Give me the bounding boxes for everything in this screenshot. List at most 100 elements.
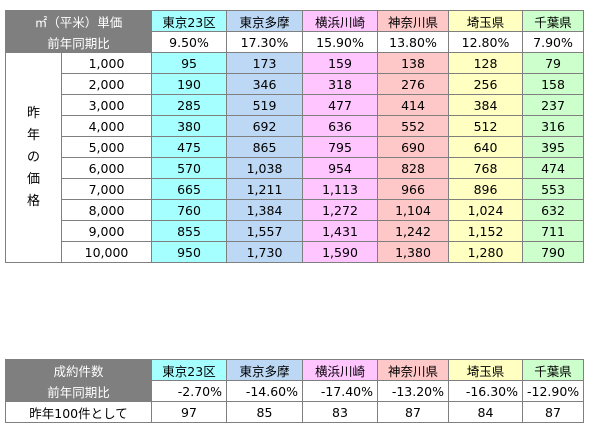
- table-row: 昨年の価格 1,000 95 173 159 138 128 79: [5, 52, 585, 263]
- price-cell: 1,104: [377, 199, 450, 221]
- deals-cell: 97: [151, 401, 227, 423]
- yoy-cell: -16.30%: [448, 380, 523, 402]
- deals-yoy-row: 前年同期比 -2.70% -14.60% -17.40% -13.20% -16.30% -…: [5, 380, 584, 402]
- deals-cell: 85: [226, 401, 303, 423]
- deals-cell: 87: [377, 401, 449, 423]
- base-price-cell: 3,000: [60, 94, 153, 116]
- column-header: 東京23区: [151, 359, 227, 381]
- price-cell: 346: [226, 73, 304, 95]
- price-cell: 173: [226, 52, 304, 74]
- table-row: 3,000 285 519 477 414 384 237: [6, 94, 585, 116]
- table-row: 4,000 380 692 636 552 512 316: [6, 115, 585, 137]
- price-cell: 954: [302, 157, 379, 179]
- yoy-cell: -12.90%: [522, 380, 584, 402]
- yoy-cell: -14.60%: [226, 380, 303, 402]
- price-cell: 1,431: [302, 220, 379, 242]
- price-cell: 855: [151, 220, 228, 242]
- price-cell: 1,211: [226, 178, 304, 200]
- deals-header-label: 成約件数: [5, 359, 152, 381]
- column-header: 横浜川崎: [302, 359, 378, 381]
- side-label: 昨年の価格: [5, 52, 62, 263]
- base-price-cell: 7,000: [60, 178, 153, 200]
- base-price-cell: 1,000: [60, 52, 153, 74]
- column-header: 埼玉県: [448, 359, 523, 381]
- yoy-cell: -13.20%: [377, 380, 449, 402]
- price-cell: 159: [302, 52, 379, 74]
- column-header: 埼玉県: [448, 10, 524, 32]
- yoy-cell: 15.90%: [302, 31, 379, 53]
- price-cell: 950: [151, 241, 228, 263]
- base-price-cell: 5,000: [60, 136, 153, 158]
- column-header: 東京多摩: [226, 10, 304, 32]
- yoy-cell: -2.70%: [151, 380, 227, 402]
- price-cell: 190: [151, 73, 228, 95]
- price-cell: 690: [377, 136, 450, 158]
- yoy-cell: 9.50%: [151, 31, 228, 53]
- price-cell: 570: [151, 157, 228, 179]
- side-label-char: 格: [26, 193, 40, 209]
- table-row: 7,000 665 1,211 1,113 966 896 553: [6, 178, 585, 200]
- price-cell: 1,038: [226, 157, 304, 179]
- yoy-cell: 7.90%: [522, 31, 585, 53]
- yoy-label: 前年同期比: [5, 380, 152, 402]
- base-label: 昨年100件として: [5, 401, 152, 423]
- column-header: 東京多摩: [226, 359, 303, 381]
- column-header: 神奈川県: [377, 10, 450, 32]
- price-cell: 128: [448, 52, 524, 74]
- price-cell: 1,024: [448, 199, 524, 221]
- price-cell: 552: [377, 115, 450, 137]
- price-cell: 1,380: [377, 241, 450, 263]
- yoy-cell: -17.40%: [302, 380, 378, 402]
- price-cell: 1,242: [377, 220, 450, 242]
- price-cell: 665: [151, 178, 228, 200]
- base-price-cell: 2,000: [60, 73, 153, 95]
- price-cell: 636: [302, 115, 379, 137]
- column-header: 東京23区: [151, 10, 228, 32]
- column-header: 千葉県: [522, 10, 585, 32]
- price-cell: 790: [522, 241, 585, 263]
- price-cell: 256: [448, 73, 524, 95]
- deals-base-row: 昨年100件として 97 85 83 87 84 87: [5, 401, 584, 423]
- side-label-char: の: [26, 149, 40, 165]
- price-cell: 138: [377, 52, 450, 74]
- price-cell: 865: [226, 136, 304, 158]
- price-cell: 640: [448, 136, 524, 158]
- base-price-cell: 6,000: [60, 157, 153, 179]
- yoy-cell: 12.80%: [448, 31, 524, 53]
- price-cell: 477: [302, 94, 379, 116]
- price-cell: 318: [302, 73, 379, 95]
- price-cell: 519: [226, 94, 304, 116]
- price-cell: 896: [448, 178, 524, 200]
- yoy-cell: 13.80%: [377, 31, 450, 53]
- table-row: 9,000 855 1,557 1,431 1,242 1,152 711: [6, 220, 585, 242]
- price-cell: 95: [151, 52, 228, 74]
- price-cell: 1,590: [302, 241, 379, 263]
- price-cell: 711: [522, 220, 585, 242]
- price-cell: 1,730: [226, 241, 304, 263]
- price-cell: 395: [522, 136, 585, 158]
- side-label-char: 昨: [26, 105, 40, 121]
- yoy-cell: 17.30%: [226, 31, 304, 53]
- side-label-char: 年: [26, 127, 40, 143]
- table-row: 10,000 950 1,730 1,590 1,380 1,280 790: [6, 241, 585, 263]
- price-yoy-row: 前年同期比 9.50% 17.30% 15.90% 13.80% 12.80% 7.90%: [4, 31, 585, 53]
- column-header: 横浜川崎: [302, 10, 379, 32]
- price-cell: 760: [151, 199, 228, 221]
- price-cell: 828: [377, 157, 450, 179]
- price-cell: 1,152: [448, 220, 524, 242]
- table-row: 5,000 475 865 795 690 640 395: [6, 136, 585, 158]
- price-cell: 158: [522, 73, 585, 95]
- price-cell: 79: [522, 52, 585, 74]
- price-cell: 380: [151, 115, 228, 137]
- price-cell: 692: [226, 115, 304, 137]
- price-header-label: ㎡（平米）単価: [4, 10, 153, 32]
- deals-header-row: 成約件数 東京23区 東京多摩 横浜川崎 神奈川県 埼玉県 千葉県: [5, 359, 584, 381]
- base-price-cell: 9,000: [60, 220, 153, 242]
- base-price-cell: 10,000: [60, 241, 153, 263]
- price-cell: 1,272: [302, 199, 379, 221]
- price-cell: 237: [522, 94, 585, 116]
- price-header-row: ㎡（平米）単価 東京23区 東京多摩 横浜川崎 神奈川県 埼玉県 千葉県: [4, 10, 585, 32]
- price-cell: 474: [522, 157, 585, 179]
- price-cell: 1,557: [226, 220, 304, 242]
- price-cell: 316: [522, 115, 585, 137]
